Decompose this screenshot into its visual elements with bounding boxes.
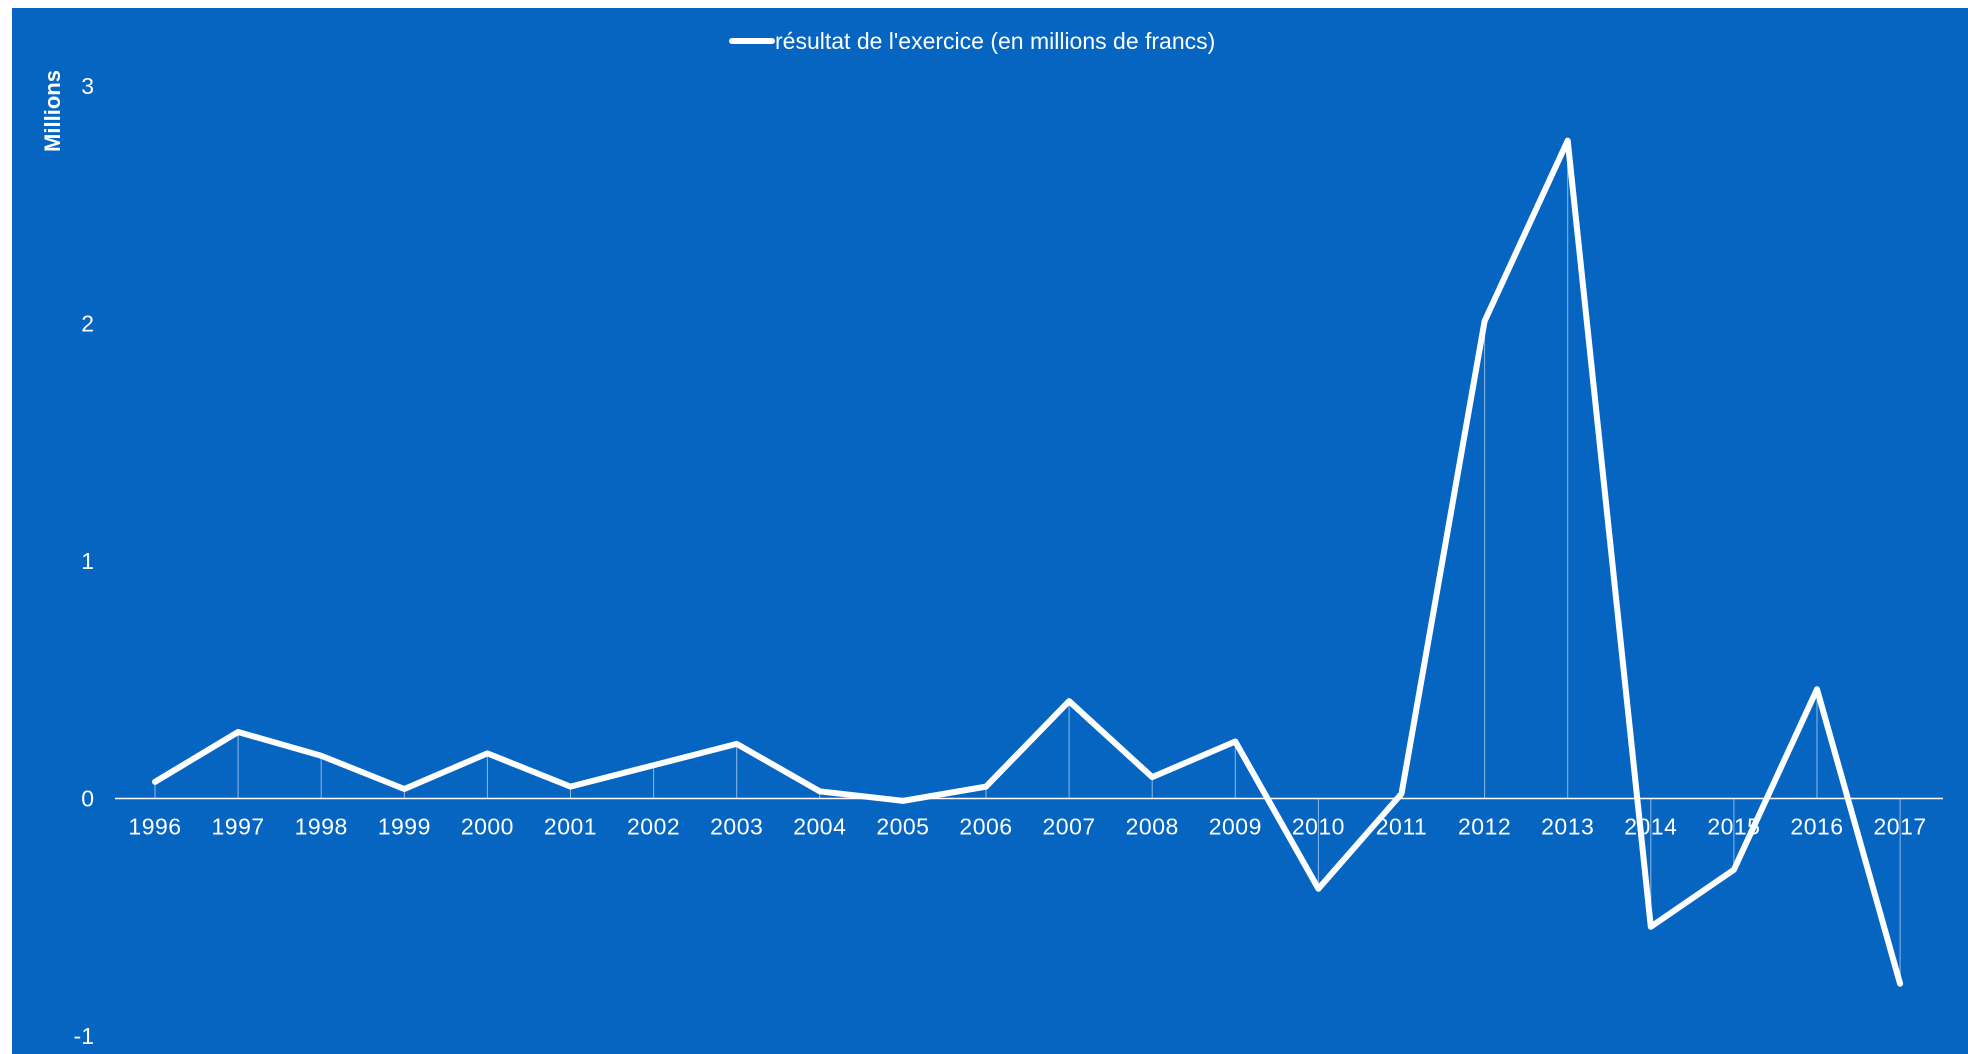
y-axis-ticks: 3 2 1 0 -1 [74, 73, 94, 1049]
data-point [484, 750, 490, 756]
y-tick-label: 1 [81, 548, 94, 574]
data-point [1565, 138, 1571, 144]
data-point [1149, 774, 1155, 780]
x-tick-label: 1998 [295, 814, 348, 840]
data-point [401, 786, 407, 792]
data-point [983, 784, 989, 790]
data-point [235, 729, 241, 735]
data-point [568, 784, 573, 790]
data-point [651, 762, 657, 768]
data-point [1399, 791, 1404, 797]
data-points [152, 138, 1903, 987]
x-tick-label: 2000 [461, 814, 514, 840]
data-point [1315, 886, 1321, 892]
chart-panel: 3 2 1 0 -1 1996 1997 1998 1999 2000 2001 2002 2003 2… [12, 8, 1968, 1054]
x-tick-label: 2008 [1126, 814, 1179, 840]
x-tick-label: 2002 [627, 814, 680, 840]
x-tick-label: 2001 [544, 814, 597, 840]
x-tick-label: 2006 [959, 814, 1012, 840]
x-tick-label: 2004 [793, 814, 846, 840]
x-tick-label: 2012 [1458, 814, 1511, 840]
data-point [1897, 981, 1903, 987]
data-point [318, 753, 324, 759]
data-point [1731, 867, 1737, 873]
x-axis-ticks: 1996 1997 1998 1999 2000 2001 2002 2003 2004 2005… [128, 814, 1926, 840]
x-tick-label: 2005 [876, 814, 929, 840]
x-tick-label: 2007 [1043, 814, 1096, 840]
legend-label: résultat de l'exercice (en millions de f… [775, 28, 1215, 54]
x-tick-label: 2009 [1209, 814, 1262, 840]
x-tick-label: 1999 [378, 814, 431, 840]
x-tick-label: 1996 [128, 814, 181, 840]
x-tick-label: 2010 [1292, 814, 1345, 840]
series-line [152, 137, 1904, 987]
data-point [1232, 739, 1238, 744]
x-tick-label: 2003 [710, 814, 763, 840]
y-tick-label: 3 [81, 73, 94, 99]
data-point [1066, 698, 1072, 704]
x-tick-label: 2016 [1790, 814, 1843, 840]
line-chart: 3 2 1 0 -1 1996 1997 1998 1999 2000 2001 2002 2003 2… [40, 28, 1943, 1049]
data-point [1814, 686, 1820, 692]
data-point [817, 788, 823, 794]
data-point [152, 779, 158, 785]
drop-lines [154, 140, 1901, 984]
x-tick-label: 2017 [1874, 814, 1927, 840]
data-point [1482, 318, 1488, 324]
data-point [1648, 924, 1654, 930]
x-tick-label: 2014 [1624, 814, 1677, 840]
x-tick-label: 1997 [212, 814, 265, 840]
x-tick-label: 2013 [1541, 814, 1594, 840]
y-tick-label: -1 [74, 1023, 94, 1049]
y-axis-title: Millions [40, 70, 65, 152]
legend: résultat de l'exercice (en millions de f… [729, 28, 1215, 54]
data-point [900, 798, 906, 804]
y-tick-label: 2 [81, 311, 94, 337]
data-point [734, 741, 740, 747]
y-tick-label: 0 [81, 786, 94, 812]
